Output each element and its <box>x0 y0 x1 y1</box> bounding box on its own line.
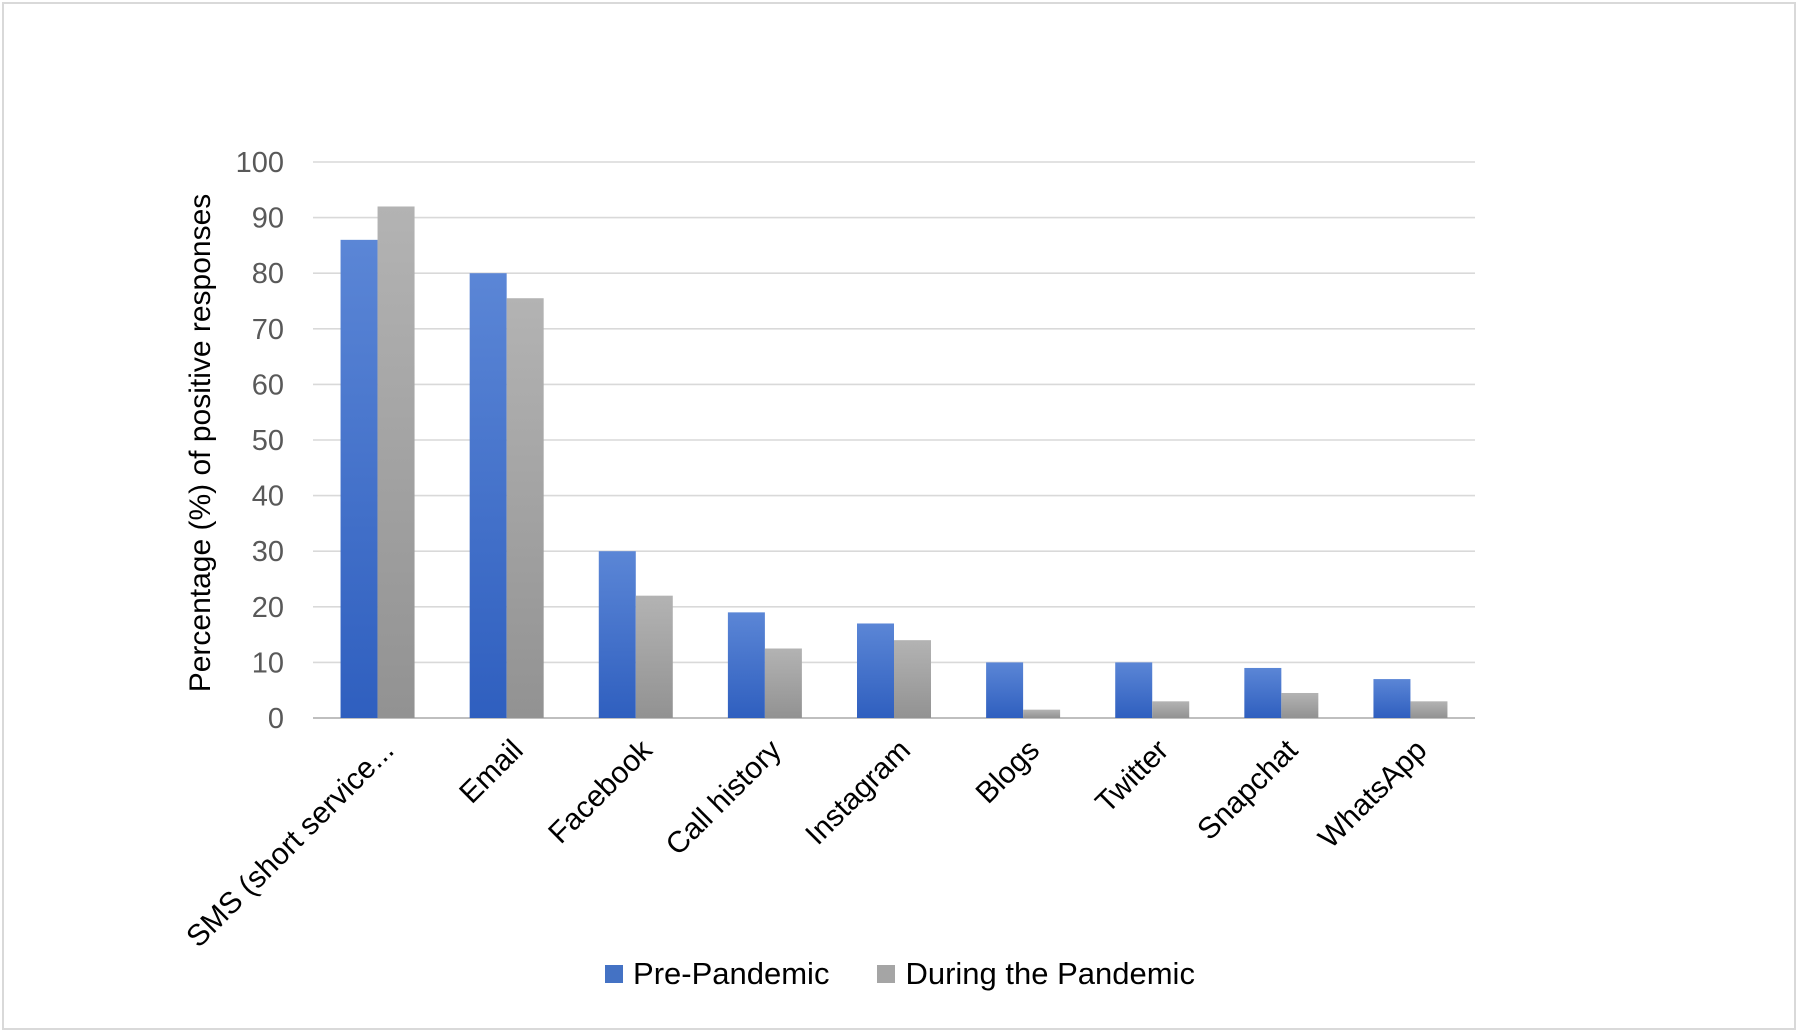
legend-label-during-pandemic: During the Pandemic <box>905 956 1195 991</box>
y-tick-label: 70 <box>252 314 284 346</box>
y-axis-title: Percentage (%) of positive responses <box>184 194 217 693</box>
bar-pre-pandemic <box>1244 667 1282 718</box>
y-tick-label: 90 <box>252 203 284 235</box>
bar-during-pandemic <box>506 298 544 718</box>
legend: Pre-Pandemic During the Pandemic <box>0 956 1800 992</box>
bar-pre-pandemic <box>469 273 507 718</box>
bar-pre-pandemic <box>340 239 378 718</box>
x-category-label: WhatsApp <box>1312 734 1433 855</box>
x-category-label: Blogs <box>970 734 1046 810</box>
y-axis-ticks: 0 10 20 30 40 50 60 70 80 90 100 <box>236 147 284 735</box>
legend-swatch-during-pandemic <box>877 965 896 983</box>
x-category-label: Call history <box>660 734 788 862</box>
bar-during-pandemic <box>1023 709 1061 718</box>
bar-during-pandemic <box>1410 701 1448 718</box>
bar-during-pandemic <box>1281 692 1319 718</box>
bar-during-pandemic <box>635 595 673 718</box>
y-tick-label: 50 <box>252 425 284 457</box>
bar-during-pandemic <box>1152 701 1190 718</box>
x-category-label: Snapchat <box>1191 733 1304 846</box>
legend-swatch-pre-pandemic <box>605 965 624 983</box>
bar-during-pandemic <box>764 648 802 718</box>
bar-pre-pandemic <box>986 662 1024 718</box>
bar-pre-pandemic <box>857 623 894 718</box>
x-category-label: Facebook <box>542 733 659 850</box>
legend-item-pre-pandemic: Pre-Pandemic <box>605 956 829 992</box>
x-category-label: Instagram <box>799 734 917 852</box>
bar-pre-pandemic <box>1115 662 1153 718</box>
y-tick-label: 10 <box>252 647 284 679</box>
y-tick-label: 80 <box>252 258 284 290</box>
y-tick-label: 40 <box>252 481 284 513</box>
y-tick-label: 0 <box>268 703 284 735</box>
y-tick-label: 60 <box>252 369 284 401</box>
x-category-label: SMS (short service... <box>180 734 400 954</box>
bar-pre-pandemic <box>598 551 636 718</box>
y-tick-label: 30 <box>252 536 284 568</box>
bar-during-pandemic <box>894 640 931 718</box>
y-tick-label: 100 <box>236 147 284 179</box>
x-category-label: Twitter <box>1089 734 1175 820</box>
bars <box>340 206 1448 719</box>
legend-label-pre-pandemic: Pre-Pandemic <box>633 956 830 991</box>
bar-during-pandemic <box>377 206 415 719</box>
x-axis-labels: SMS (short service... Email Facebook Call h… <box>180 733 1433 954</box>
bar-pre-pandemic <box>727 612 765 718</box>
y-tick-label: 20 <box>252 592 284 624</box>
x-category-label: Email <box>453 734 529 810</box>
bar-pre-pandemic <box>1373 679 1411 718</box>
legend-item-during-pandemic: During the Pandemic <box>877 956 1195 992</box>
